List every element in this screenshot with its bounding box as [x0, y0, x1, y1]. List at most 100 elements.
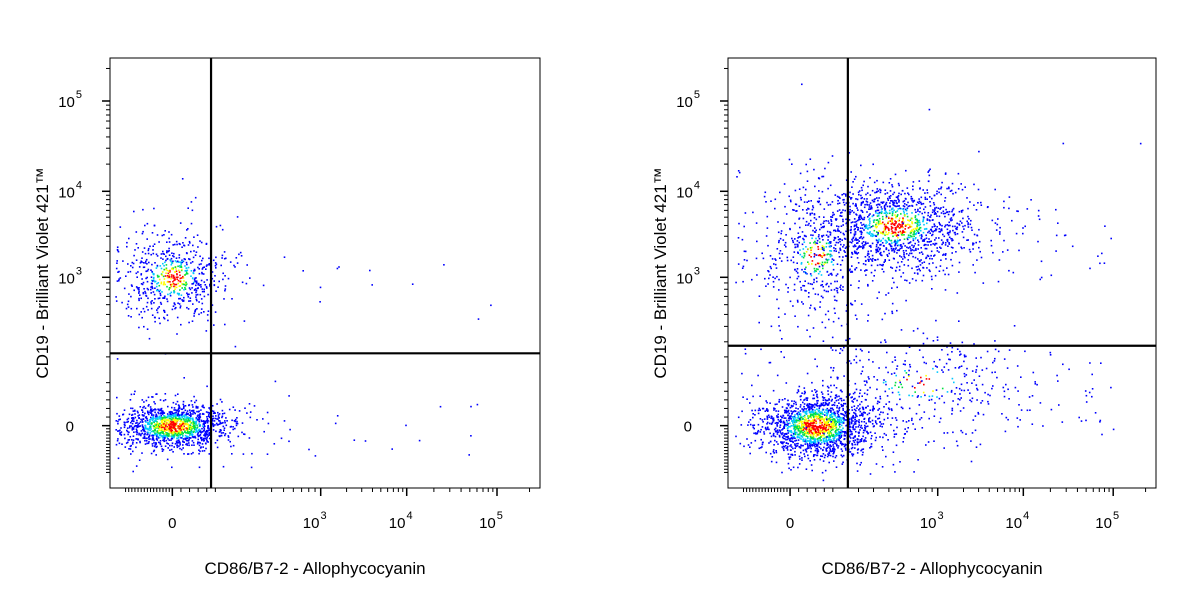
event-dot: [253, 405, 256, 407]
event-dot: [813, 412, 815, 415]
event-dot: [165, 264, 168, 266]
event-dot: [859, 407, 861, 410]
event-dot: [798, 433, 801, 436]
event-dot: [135, 286, 138, 288]
event-dot: [890, 239, 893, 242]
event-dot: [119, 226, 122, 228]
event-dot: [156, 265, 159, 268]
event-dot: [207, 441, 209, 443]
event-dot: [1011, 219, 1013, 222]
event-dot: [886, 254, 888, 256]
event-dot: [184, 434, 187, 437]
event-dot: [810, 410, 813, 413]
event-dot: [214, 424, 216, 426]
event-dot: [168, 434, 170, 436]
event-dot: [204, 437, 207, 439]
event-dot: [940, 247, 942, 249]
event-dot: [880, 211, 882, 214]
event-dot: [127, 300, 130, 303]
event-dot: [815, 422, 818, 424]
event-dot: [801, 408, 803, 410]
event-dot: [169, 271, 171, 273]
event-dot: [832, 418, 835, 420]
event-dot: [805, 224, 807, 226]
event-dot: [825, 409, 827, 411]
event-dot: [795, 431, 797, 434]
event-dot: [857, 405, 859, 407]
event-dot: [947, 234, 950, 236]
event-dot: [175, 411, 177, 414]
event-dot: [143, 405, 145, 408]
event-dot: [168, 430, 170, 432]
event-dot: [813, 454, 815, 456]
event-dot: [798, 463, 801, 465]
event-dot: [795, 403, 797, 406]
event-dot: [227, 435, 230, 437]
event-dot: [853, 224, 856, 227]
event-dot: [832, 412, 835, 415]
event-dot: [862, 431, 865, 434]
event-dot: [129, 435, 132, 438]
event-dot: [951, 219, 953, 221]
event-dot: [866, 413, 869, 416]
event-dot: [839, 416, 841, 419]
event-dot: [939, 246, 941, 249]
event-dot: [836, 438, 839, 441]
event-dot: [791, 453, 793, 456]
event-dot: [813, 431, 815, 434]
event-dot: [822, 226, 824, 228]
event-dot: [878, 401, 881, 403]
event-dot: [932, 202, 935, 204]
event-dot: [824, 454, 827, 457]
event-dot: [844, 402, 847, 405]
event-dot: [154, 420, 156, 422]
event-dot: [864, 244, 866, 246]
event-dot: [148, 423, 151, 426]
event-dot: [856, 470, 859, 472]
event-dot: [176, 243, 178, 246]
event-dot: [917, 213, 920, 216]
event-dot: [799, 414, 802, 417]
event-dot: [842, 224, 844, 226]
event-dot: [829, 432, 832, 435]
event-dot: [824, 421, 826, 424]
event-dot: [785, 442, 788, 444]
event-dot: [809, 444, 812, 446]
event-dot: [169, 281, 171, 283]
event-dot: [184, 438, 187, 441]
event-dot: [788, 467, 790, 470]
event-dot: [853, 405, 856, 407]
event-dot: [197, 282, 200, 285]
event-dot: [848, 423, 850, 426]
event-dot: [997, 280, 1000, 283]
event-dot: [854, 244, 856, 246]
event-dot: [160, 267, 163, 270]
event-dot: [238, 253, 240, 256]
event-dot: [199, 413, 201, 415]
event-dot: [856, 443, 859, 446]
event-dot: [199, 434, 202, 436]
event-dot: [787, 442, 789, 445]
event-dot: [130, 439, 133, 441]
event-dot: [907, 264, 910, 267]
event-dot: [871, 423, 874, 425]
event-dot: [163, 282, 165, 285]
event-dot: [938, 228, 941, 230]
event-dot: [234, 418, 237, 421]
event-dot: [787, 429, 789, 432]
event-dot: [176, 444, 178, 447]
event-dot: [243, 320, 246, 322]
event-dot: [927, 212, 930, 214]
event-dot: [171, 429, 174, 432]
event-dot: [834, 218, 837, 220]
event-dot: [971, 229, 973, 231]
event-dot: [966, 197, 968, 199]
event-dot: [968, 218, 970, 220]
event-dot: [153, 401, 155, 403]
event-dot: [871, 242, 874, 245]
event-dot: [822, 434, 824, 437]
event-dot: [912, 181, 915, 183]
event-dot: [850, 422, 853, 425]
event-dot: [185, 267, 188, 269]
event-dot: [804, 411, 807, 413]
